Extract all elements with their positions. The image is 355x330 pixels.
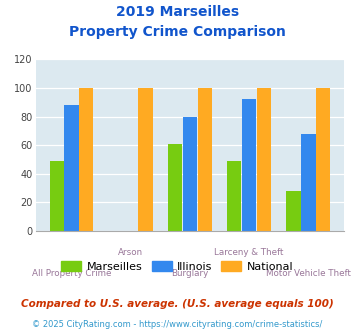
Bar <box>316 88 330 231</box>
Text: © 2025 CityRating.com - https://www.cityrating.com/crime-statistics/: © 2025 CityRating.com - https://www.city… <box>32 320 323 329</box>
Text: Burglary: Burglary <box>171 269 208 278</box>
Bar <box>64 105 78 231</box>
Legend: Marseilles, Illinois, National: Marseilles, Illinois, National <box>57 257 298 277</box>
Bar <box>257 88 271 231</box>
Bar <box>227 161 241 231</box>
Bar <box>286 191 301 231</box>
Bar <box>301 134 316 231</box>
Text: 2019 Marseilles: 2019 Marseilles <box>116 5 239 19</box>
Bar <box>50 161 64 231</box>
Bar <box>138 88 153 231</box>
Bar <box>183 116 197 231</box>
Text: Compared to U.S. average. (U.S. average equals 100): Compared to U.S. average. (U.S. average … <box>21 299 334 309</box>
Bar <box>168 144 182 231</box>
Bar <box>242 99 256 231</box>
Bar <box>198 88 212 231</box>
Text: Larceny & Theft: Larceny & Theft <box>214 248 284 257</box>
Bar <box>79 88 93 231</box>
Text: Motor Vehicle Theft: Motor Vehicle Theft <box>266 269 351 278</box>
Text: Arson: Arson <box>118 248 143 257</box>
Text: All Property Crime: All Property Crime <box>32 269 111 278</box>
Text: Property Crime Comparison: Property Crime Comparison <box>69 25 286 39</box>
